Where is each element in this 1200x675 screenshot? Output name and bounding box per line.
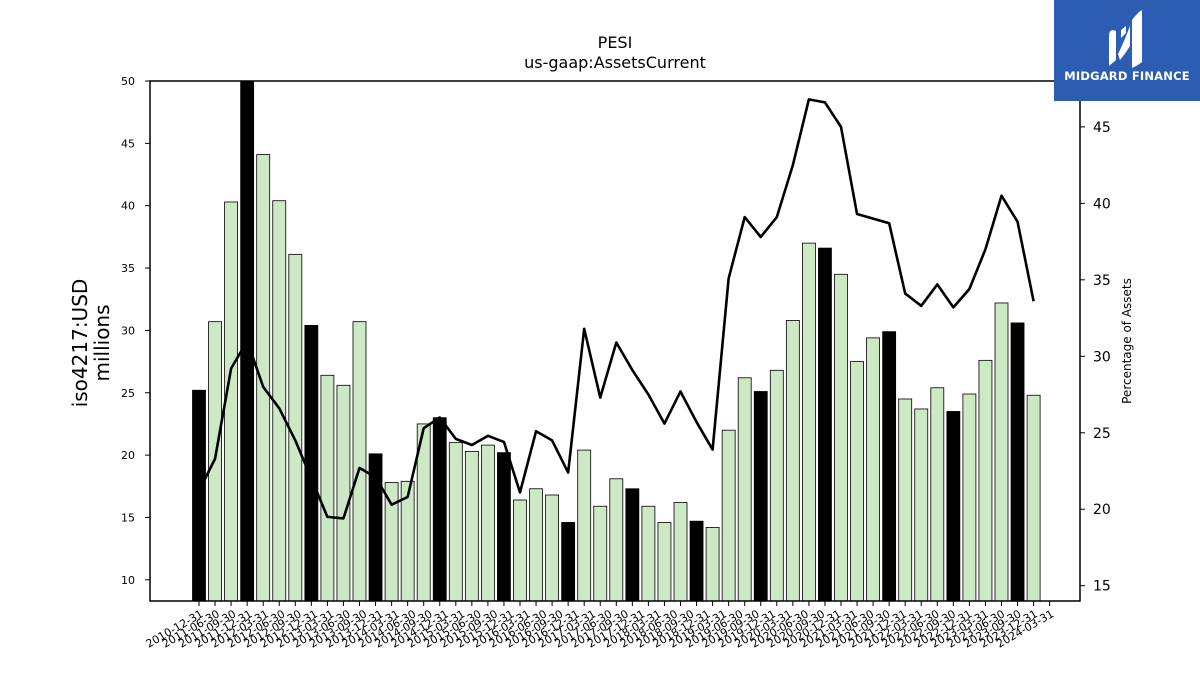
bar bbox=[577, 449, 592, 602]
bar bbox=[769, 369, 784, 602]
bar bbox=[946, 411, 961, 602]
bar bbox=[689, 520, 704, 602]
y-axis-label-line: iso4217:USD bbox=[68, 279, 92, 408]
y-tick-label: 25 bbox=[121, 387, 135, 400]
bar bbox=[464, 450, 479, 602]
y2-tick-label: 15 bbox=[1093, 579, 1111, 595]
bar bbox=[1010, 322, 1025, 602]
bar bbox=[818, 247, 832, 602]
y-tick-label: 30 bbox=[121, 324, 135, 337]
bar bbox=[192, 389, 206, 602]
bar bbox=[304, 325, 319, 602]
y-tick-label: 40 bbox=[121, 200, 135, 213]
midgard-m-icon bbox=[1109, 10, 1142, 68]
left-axis: 10 15 20 25 30 35 40 45 50 bbox=[121, 75, 150, 587]
x-axis: 2010-12-312011-06-302011-09-302011-12-31… bbox=[144, 601, 1056, 651]
bar bbox=[593, 505, 608, 602]
y2-tick-label: 35 bbox=[1093, 273, 1111, 289]
bar bbox=[1026, 394, 1041, 602]
bar bbox=[898, 398, 913, 602]
y-tick-label: 20 bbox=[121, 449, 135, 462]
bar bbox=[834, 273, 848, 602]
y2-tick-label: 40 bbox=[1093, 196, 1111, 212]
bar bbox=[641, 505, 656, 602]
y-axis-label-line: millions bbox=[90, 304, 114, 381]
bar bbox=[673, 502, 688, 602]
bar bbox=[962, 393, 977, 602]
y2-tick-label: 30 bbox=[1093, 349, 1111, 365]
bar bbox=[994, 302, 1009, 602]
bar bbox=[625, 488, 640, 602]
bar bbox=[721, 429, 736, 602]
bar bbox=[529, 488, 543, 602]
chart-title: PESI bbox=[598, 33, 633, 52]
bar bbox=[384, 482, 399, 602]
y-tick-label: 35 bbox=[121, 262, 135, 275]
brand-name: MIDGARD FINANCE bbox=[1064, 69, 1190, 83]
bar bbox=[545, 494, 559, 602]
y-tick-label: 15 bbox=[121, 511, 135, 524]
y2-tick-label: 25 bbox=[1093, 426, 1111, 442]
bar bbox=[657, 522, 672, 602]
bar bbox=[561, 522, 576, 602]
bar bbox=[737, 377, 752, 602]
bar bbox=[753, 391, 768, 602]
y-tick-label: 50 bbox=[121, 75, 135, 88]
y2-axis-label: Percentage of Assets bbox=[1120, 278, 1134, 404]
percentage-line bbox=[197, 98, 1035, 520]
bar bbox=[914, 408, 929, 602]
y2-tick-label: 45 bbox=[1093, 120, 1111, 136]
bar bbox=[497, 452, 511, 602]
bar bbox=[785, 320, 800, 602]
right-axis: 15 20 25 30 35 40 45 bbox=[1080, 120, 1111, 595]
bar bbox=[866, 337, 880, 602]
y-tick-label: 45 bbox=[121, 137, 135, 150]
y-tick-label: 10 bbox=[121, 574, 135, 587]
bar bbox=[288, 253, 303, 602]
chart-subtitle: us-gaap:AssetsCurrent bbox=[524, 53, 706, 72]
bar bbox=[352, 321, 367, 602]
bar bbox=[320, 374, 335, 602]
bar bbox=[930, 387, 945, 602]
bar bbox=[336, 384, 351, 602]
bar bbox=[705, 527, 720, 602]
line-series bbox=[197, 98, 1035, 520]
bar bbox=[978, 359, 993, 602]
bar bbox=[513, 499, 527, 602]
brand-logo: MIDGARD FINANCE bbox=[1054, 0, 1200, 101]
bar bbox=[480, 444, 495, 602]
bar bbox=[448, 442, 463, 602]
bar bbox=[432, 417, 447, 602]
bar bbox=[850, 361, 864, 602]
bar bbox=[802, 242, 816, 602]
bar bbox=[882, 331, 897, 602]
bar bbox=[609, 478, 624, 602]
y2-tick-label: 20 bbox=[1093, 502, 1111, 518]
y-axis-label: iso4217:USDmillions bbox=[68, 279, 114, 408]
bar-series bbox=[192, 80, 1041, 602]
plot-frame bbox=[149, 80, 1081, 602]
